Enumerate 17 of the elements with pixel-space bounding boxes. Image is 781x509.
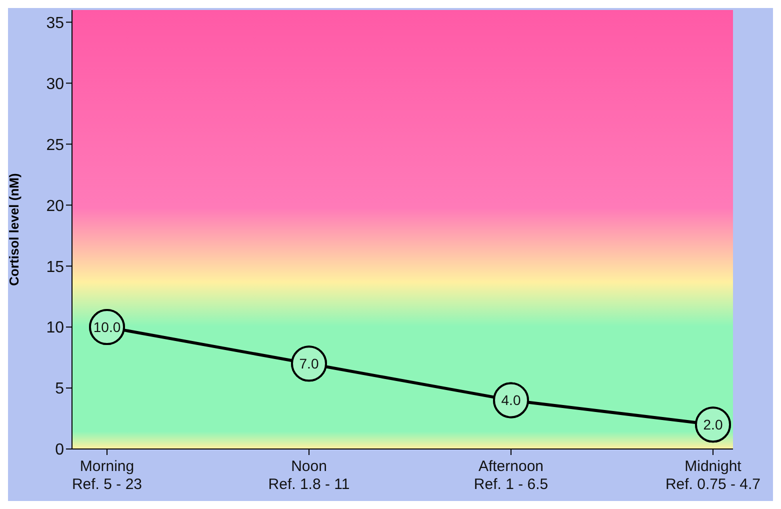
data-label: 4.0 [501,392,521,408]
x-tick-label: Morning Ref. 5 - 23 [72,458,142,493]
y-tick-label: 15 [46,258,64,276]
data-label: 2.0 [703,416,723,433]
y-axis-title: Cortisol level (nM) [6,173,22,286]
y-tick-label: 25 [46,136,64,154]
y-tick-label: 5 [55,380,64,398]
x-tick-label: Afternoon Ref. 1 - 6.5 [474,458,548,493]
y-tick-label: 10 [46,320,64,337]
x-tick-label: Midnight Ref. 0.75 - 4.7 [665,458,761,493]
data-label: 10.0 [93,319,121,336]
y-tick-label: 20 [46,198,64,215]
x-tick-label: Noon Ref. 1.8 - 11 [268,458,350,493]
y-tick-label: 30 [46,76,64,93]
y-tick-label: 0 [55,442,64,459]
y-tick-label: 35 [46,14,64,32]
data-label: 7.0 [299,356,319,372]
